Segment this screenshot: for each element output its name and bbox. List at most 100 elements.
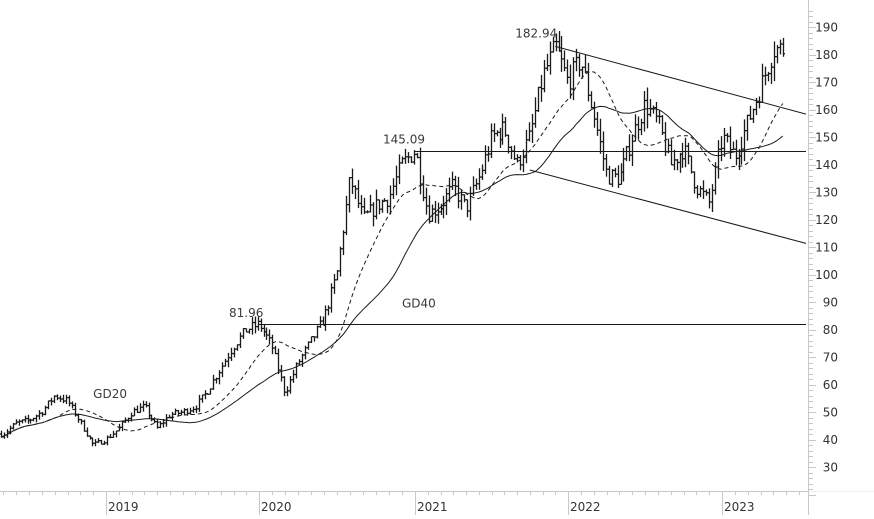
ohlc-bar bbox=[563, 50, 566, 71]
ohlc-bar bbox=[44, 406, 47, 416]
ohlc-bar bbox=[97, 438, 100, 443]
ohlc-bar bbox=[617, 165, 620, 188]
ohlc-bar bbox=[109, 434, 112, 438]
ohlc-bar bbox=[248, 329, 251, 334]
ohlc-bar bbox=[578, 54, 581, 77]
ohlc-bar bbox=[705, 189, 708, 195]
y-tick-label: 150 bbox=[815, 131, 838, 145]
ohlc-bar bbox=[139, 403, 142, 412]
ohlc-bar bbox=[608, 166, 611, 185]
ohlc-bar bbox=[112, 431, 115, 438]
ohlc-bar bbox=[761, 64, 764, 103]
ohlc-bar bbox=[773, 41, 776, 81]
ohlc-bar bbox=[711, 184, 714, 212]
ohlc-bar bbox=[487, 146, 490, 162]
ohlc-bar bbox=[749, 106, 752, 120]
ohlc-bar bbox=[106, 435, 109, 445]
ohlc-bar bbox=[513, 145, 516, 160]
ohlc-bar bbox=[386, 200, 389, 214]
ohlc-bar bbox=[239, 332, 242, 348]
ohlc-bar bbox=[646, 87, 649, 128]
ohlc-bar bbox=[469, 187, 472, 221]
ohlc-bar bbox=[62, 395, 65, 403]
ohlc-bar bbox=[404, 149, 407, 164]
ohlc-bar bbox=[584, 55, 587, 73]
ohlc-bar bbox=[236, 344, 239, 351]
ohlc-bar bbox=[504, 117, 507, 137]
y-tick-label: 50 bbox=[823, 406, 838, 420]
ohlc-bar bbox=[419, 148, 422, 195]
annotation-182.94: 182.94 bbox=[515, 26, 557, 40]
x-tick-label: 2021 bbox=[417, 500, 448, 514]
ohlc-bar bbox=[392, 178, 395, 199]
ohlc-bar bbox=[298, 359, 301, 365]
ohlc-bar bbox=[242, 328, 245, 339]
ohlc-bar bbox=[611, 169, 614, 187]
y-tick-label: 190 bbox=[815, 21, 838, 35]
y-tick-label: 60 bbox=[823, 378, 838, 392]
ohlc-bar bbox=[625, 146, 628, 161]
ohlc-bar bbox=[192, 406, 195, 412]
ohlc-bar bbox=[68, 395, 71, 406]
ohlc-bar bbox=[743, 119, 746, 161]
ohlc-bar bbox=[540, 75, 543, 102]
ohlc-bar bbox=[310, 337, 313, 343]
annotation-gd40: GD40 bbox=[402, 297, 436, 311]
ohlc-bar bbox=[776, 45, 779, 63]
ohlc-bar bbox=[628, 134, 631, 161]
ohlc-bar bbox=[752, 108, 755, 123]
ohlc-bar bbox=[121, 421, 124, 431]
ohlc-bar bbox=[150, 415, 153, 422]
ohlc-bar bbox=[622, 148, 625, 182]
ohlc-bar bbox=[156, 419, 159, 429]
ohlc-bar bbox=[637, 116, 640, 139]
ohlc-bar bbox=[401, 156, 404, 163]
ohlc-bar bbox=[726, 133, 729, 142]
ohlc-bar bbox=[363, 198, 366, 214]
ohlc-bar bbox=[655, 102, 658, 123]
ohlc-bar bbox=[227, 353, 230, 367]
ohlc-bar bbox=[416, 153, 419, 158]
ohlc-bar bbox=[286, 386, 289, 396]
ohlc-bar bbox=[587, 63, 590, 101]
ohlc-bar bbox=[345, 196, 348, 235]
ohlc-bar bbox=[779, 40, 782, 55]
ohlc-bar bbox=[569, 65, 572, 99]
ohlc-bar bbox=[720, 136, 723, 161]
ohlc-bar bbox=[27, 415, 30, 424]
ohlc-bar bbox=[80, 419, 83, 424]
ohlc-bar bbox=[496, 130, 499, 136]
y-tick-label: 100 bbox=[815, 268, 838, 282]
ohlc-bar bbox=[560, 36, 563, 72]
ohlc-bar bbox=[566, 60, 569, 84]
ohlc-bar bbox=[212, 375, 215, 390]
ohlc-bar bbox=[35, 415, 38, 423]
y-tick-label: 120 bbox=[815, 213, 838, 227]
ohlc-bar bbox=[148, 403, 151, 420]
ohlc-bar bbox=[717, 140, 720, 178]
plot-area bbox=[0, 31, 785, 446]
ohlc-bar bbox=[12, 423, 15, 430]
ohlc-bar bbox=[171, 412, 174, 421]
ohlc-bar bbox=[522, 149, 525, 172]
annotation-81.96: 81.96 bbox=[229, 306, 263, 320]
ohlc-bar bbox=[277, 349, 280, 375]
ohlc-bar bbox=[221, 362, 224, 377]
ohlc-bar bbox=[770, 63, 773, 84]
ohlc-bar bbox=[18, 419, 21, 425]
ohlc-bar bbox=[708, 188, 711, 208]
y-tick-label: 130 bbox=[815, 186, 838, 200]
ohlc-bar bbox=[209, 388, 212, 394]
ohlc-bar bbox=[133, 407, 136, 416]
ohlc-bar bbox=[142, 401, 145, 412]
ohlc-bar bbox=[407, 152, 410, 163]
ohlc-bar bbox=[732, 142, 735, 150]
ohlc-bar bbox=[478, 168, 481, 190]
ohlc-bar bbox=[389, 185, 392, 214]
x-tick-label: 2020 bbox=[261, 500, 292, 514]
ohlc-bar bbox=[271, 335, 274, 354]
ohlc-bar bbox=[333, 274, 336, 294]
ohlc-bar bbox=[782, 38, 785, 57]
